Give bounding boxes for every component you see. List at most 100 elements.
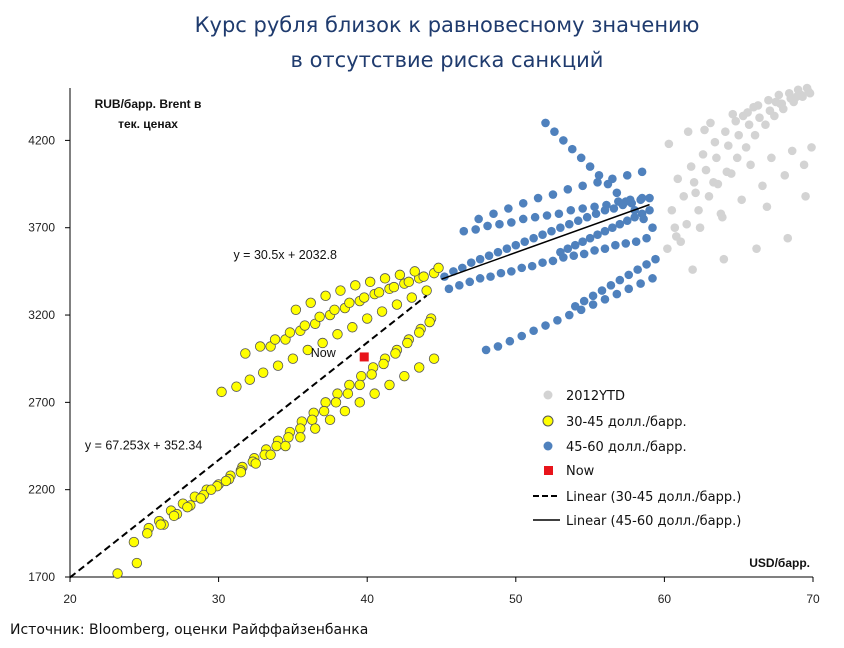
data-points xyxy=(112,83,816,579)
point-45-60 xyxy=(642,233,651,243)
point-45-60 xyxy=(556,247,565,257)
point-45-60 xyxy=(570,302,580,311)
legend-label-linear-blue: Linear (45-60 долл./барр.) xyxy=(566,514,741,529)
point-45-60 xyxy=(615,275,625,285)
point-30-45 xyxy=(182,501,193,513)
x-tick-label: 60 xyxy=(658,592,672,606)
legend-label-now: Now xyxy=(566,464,595,479)
point-45-60 xyxy=(630,212,639,222)
y-tick-label: 4200 xyxy=(28,133,55,147)
point-45-60 xyxy=(483,221,492,231)
point-30-45 xyxy=(112,568,123,579)
point-2012ytd xyxy=(670,223,680,233)
point-30-45 xyxy=(216,386,227,398)
point-45-60 xyxy=(556,223,565,233)
point-30-45 xyxy=(391,299,403,310)
point-2012ytd xyxy=(701,165,711,175)
point-30-45 xyxy=(414,327,425,338)
point-45-60 xyxy=(582,212,592,222)
point-45-60 xyxy=(504,204,513,213)
point-45-60 xyxy=(631,237,641,246)
point-45-60 xyxy=(554,209,564,219)
legend-label-linear-yellow: Linear (30-45 долл./барр.) xyxy=(566,490,741,505)
x-tick-label: 40 xyxy=(361,592,375,606)
point-2012ytd xyxy=(758,181,767,191)
point-45-60 xyxy=(563,184,573,194)
point-30-45 xyxy=(128,536,140,548)
point-45-60 xyxy=(642,260,651,269)
point-30-45 xyxy=(295,423,306,434)
point-30-45 xyxy=(342,388,354,399)
point-30-45 xyxy=(406,292,417,303)
legend-marker-grey xyxy=(543,390,553,400)
point-45-60 xyxy=(593,230,602,239)
point-2012ytd xyxy=(712,153,721,163)
point-2012ytd xyxy=(683,127,693,136)
point-2012ytd xyxy=(721,127,730,136)
point-45-60 xyxy=(578,204,587,213)
point-45-60 xyxy=(606,281,616,290)
point-45-60 xyxy=(538,230,547,239)
point-45-60 xyxy=(576,153,586,163)
point-2012ytd xyxy=(746,160,755,170)
point-30-45 xyxy=(364,276,376,288)
axes: 20 30 40 50 60 70 1700 2200 2700 3200 3700 4200 xyxy=(28,88,820,606)
point-30-45 xyxy=(131,557,143,569)
point-45-60 xyxy=(637,209,647,219)
point-45-60 xyxy=(609,204,619,213)
point-2012ytd xyxy=(679,191,689,201)
point-45-60 xyxy=(502,244,512,253)
point-30-45 xyxy=(290,304,302,315)
point-45-60 xyxy=(645,193,654,203)
point-30-45 xyxy=(344,297,355,309)
point-45-60 xyxy=(529,326,538,336)
point-2012ytd xyxy=(783,233,793,243)
trendline-45-60 xyxy=(441,203,650,280)
point-2012ytd xyxy=(726,169,736,178)
point-45-60 xyxy=(590,202,599,212)
point-2012ytd xyxy=(774,90,784,100)
point-45-60 xyxy=(489,209,498,219)
point-2012ytd xyxy=(765,106,775,116)
point-45-60 xyxy=(493,247,503,257)
x-tick-label: 30 xyxy=(212,592,226,606)
point-45-60 xyxy=(622,216,632,226)
point-30-45 xyxy=(284,327,296,338)
point-30-45 xyxy=(418,271,429,282)
point-45-60 xyxy=(578,181,587,191)
y-axis-label-line-2: тек. ценах xyxy=(118,117,178,131)
point-45-60 xyxy=(559,136,568,145)
point-now xyxy=(359,352,369,362)
legend-label-blue: 45-60 долл./барр. xyxy=(566,440,687,455)
point-45-60 xyxy=(493,342,503,351)
point-2012ytd xyxy=(676,237,686,246)
point-2012ytd xyxy=(694,205,703,215)
point-30-45 xyxy=(205,484,217,495)
point-2012ytd xyxy=(728,109,738,119)
point-45-60 xyxy=(518,198,528,208)
point-2012ytd xyxy=(807,143,816,152)
point-45-60 xyxy=(458,263,467,273)
point-45-60 xyxy=(593,178,602,187)
point-2012ytd xyxy=(698,150,708,159)
point-30-45 xyxy=(409,266,420,277)
point-45-60 xyxy=(588,291,598,301)
point-45-60 xyxy=(459,226,469,236)
point-30-45 xyxy=(403,276,415,288)
point-45-60 xyxy=(550,127,559,136)
point-30-45 xyxy=(231,381,242,392)
point-2012ytd xyxy=(700,125,709,135)
point-30-45 xyxy=(394,269,406,281)
point-2012ytd xyxy=(686,162,696,171)
point-30-45 xyxy=(388,281,400,293)
point-45-60 xyxy=(507,218,516,227)
point-30-45 xyxy=(354,397,365,408)
x-tick-label: 20 xyxy=(63,592,77,606)
point-45-60 xyxy=(621,239,631,248)
point-45-60 xyxy=(614,197,623,206)
point-2012ytd xyxy=(731,116,741,126)
point-2012ytd xyxy=(764,95,773,105)
point-30-45 xyxy=(414,362,425,373)
point-30-45 xyxy=(287,353,299,364)
point-30-45 xyxy=(354,379,365,391)
